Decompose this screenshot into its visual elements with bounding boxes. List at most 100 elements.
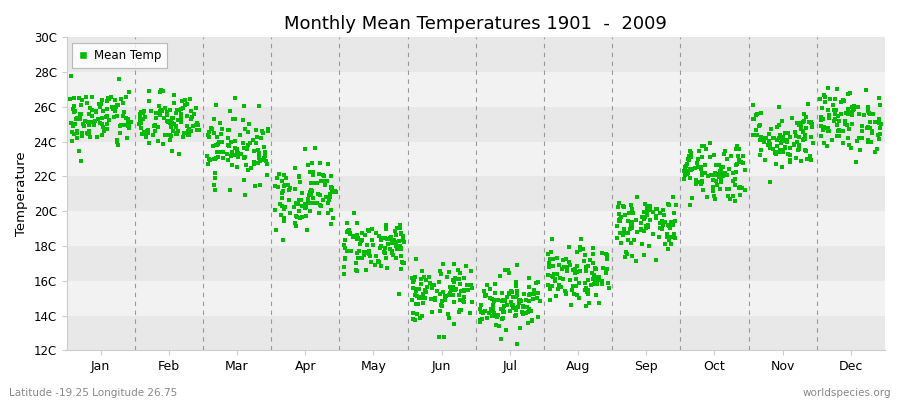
Point [726,193,741,199]
Point [168,131,183,137]
Point [716,164,730,170]
Point [121,116,135,122]
Point [717,148,732,154]
Point [184,108,199,115]
Point [93,120,107,126]
Point [133,110,148,117]
Point [694,181,708,187]
Point [579,285,593,291]
Point [459,263,473,270]
Point [663,218,678,225]
Point [355,254,369,261]
Point [492,322,507,329]
Point [310,191,325,198]
Point [643,217,657,224]
Point [409,288,423,294]
Point [513,297,527,303]
Point [191,122,205,128]
Point [806,139,820,146]
Point [220,151,234,157]
Point [422,274,436,281]
Point [107,104,122,110]
Point [547,270,562,277]
Point [782,156,796,163]
Bar [67,176,885,211]
Point [415,267,429,274]
Point [359,266,374,273]
Point [692,148,706,154]
Point [677,168,691,175]
Point [83,104,97,111]
Point [714,176,728,183]
Point [316,172,330,178]
Point [636,216,651,223]
Point [374,244,388,251]
Point [158,105,172,112]
Y-axis label: Temperature: Temperature [15,152,28,236]
Point [202,129,216,135]
Point [733,192,747,198]
Point [70,130,85,136]
Point [506,304,520,311]
Point [269,174,284,181]
Point [74,157,88,164]
Point [241,121,256,128]
Point [249,140,264,146]
Point [638,223,652,229]
Point [361,227,375,234]
Point [354,238,368,244]
Point [689,181,704,187]
Point [774,140,788,146]
Point [150,138,165,144]
Point [520,304,535,310]
Point [640,205,654,211]
Point [283,185,297,191]
Point [772,134,787,141]
Point [113,96,128,102]
Point [501,270,516,276]
Point [157,114,171,121]
Point [301,200,315,206]
Point [408,292,422,298]
Point [452,276,466,282]
Point [221,127,236,134]
Point [478,292,492,299]
Point [340,229,355,235]
Point [690,160,705,166]
Point [256,130,270,136]
Point [825,137,840,144]
Point [374,263,389,269]
Point [300,227,314,233]
Point [254,135,268,142]
Point [392,291,406,298]
Point [252,152,266,158]
Point [415,313,429,320]
Point [788,128,802,135]
Point [846,103,860,110]
Point [580,262,595,269]
Point [416,300,430,306]
Point [223,139,238,145]
Point [775,117,789,124]
Point [680,171,694,178]
Point [153,112,167,118]
Point [488,290,502,296]
Point [779,137,794,144]
Point [871,132,886,138]
Point [102,96,116,102]
Point [660,231,674,237]
Point [397,239,411,246]
Point [409,301,423,307]
Point [498,298,512,304]
Point [544,282,559,289]
Point [350,250,365,256]
Point [519,297,534,304]
Point [253,158,267,164]
Point [81,110,95,117]
Point [299,204,313,210]
Point [302,192,317,199]
Point [342,229,356,236]
Point [683,175,698,181]
Point [548,277,562,284]
Point [578,280,592,286]
